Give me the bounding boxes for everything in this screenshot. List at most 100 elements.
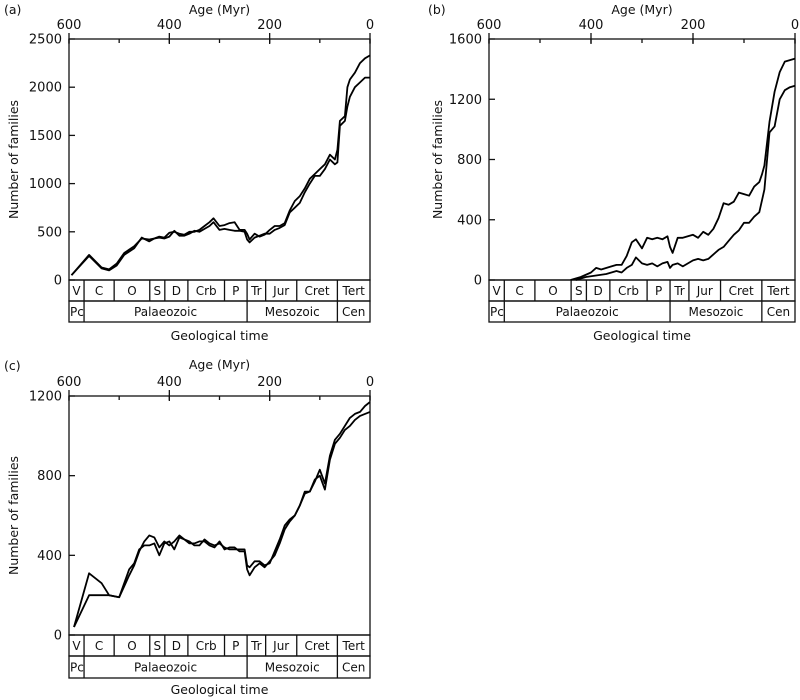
period-label: S [153, 284, 161, 298]
y-tick-label: 1500 [29, 129, 62, 144]
period-label: Jur [696, 284, 713, 298]
era-label: Mesozoic [265, 305, 320, 319]
y-tick-label: 0 [474, 274, 482, 289]
period-label: S [575, 284, 583, 298]
era-label: Pc [490, 305, 504, 319]
period-label: Tert [342, 284, 366, 298]
period-label: D [172, 639, 181, 653]
y-tick-label: 2500 [29, 33, 62, 48]
y-tick-label: 400 [457, 213, 482, 228]
period-label: Tert [766, 284, 790, 298]
x-tick-label: 600 [57, 18, 82, 33]
period-label: Cret [729, 284, 754, 298]
y-tick-label: 500 [37, 225, 62, 240]
x-tick-label: 200 [257, 18, 282, 33]
era-label: Cen [342, 305, 365, 319]
y-tick-label: 0 [54, 274, 62, 289]
period-label: Tr [250, 284, 262, 298]
period-label: C [95, 284, 103, 298]
panel-b: (b) Age (Myr) 600 400 200 0 0 400 800 1200 1600 Num… [428, 2, 799, 343]
x-tick-label: 0 [791, 18, 799, 33]
x-axis-label: Geological time [171, 328, 269, 343]
era-label: Palaeozoic [134, 661, 197, 675]
era-label: Mesozoic [265, 661, 320, 675]
x-tick-label: 600 [57, 375, 82, 390]
era-label: Palaeozoic [134, 305, 197, 319]
top-axis-label: Age (Myr) [189, 2, 250, 17]
series-line-1 [73, 411, 371, 628]
y-tick-label: 400 [37, 549, 62, 564]
top-axis-label: Age (Myr) [611, 2, 672, 17]
series-line-2 [70, 76, 370, 276]
era-band [68, 655, 371, 679]
period-label: C [95, 639, 103, 653]
y-tick-label: 800 [37, 469, 62, 484]
x-axis-label: Geological time [593, 328, 691, 343]
y-tick-label: 1600 [449, 33, 482, 48]
period-label: Crb [196, 284, 217, 298]
plot-frame [68, 38, 371, 281]
era-label: Palaeozoic [556, 305, 619, 319]
period-label: O [127, 639, 136, 653]
period-label: O [127, 284, 136, 298]
x-tick-label: 400 [157, 18, 182, 33]
period-label: D [172, 284, 181, 298]
period-label: Jur [272, 284, 289, 298]
period-label: P [655, 284, 662, 298]
era-label: Mesozoic [688, 305, 743, 319]
period-label: Crb [196, 639, 217, 653]
x-axis-label: Geological time [171, 682, 269, 697]
y-tick-label: 800 [457, 153, 482, 168]
y-tick-label: 0 [54, 629, 62, 644]
y-tick-label: 1000 [29, 177, 62, 192]
period-label: Tert [342, 639, 366, 653]
series-line-1 [70, 54, 371, 276]
x-tick-label: 400 [157, 375, 182, 390]
y-axis-label: Number of families [430, 100, 445, 219]
period-label: Crb [618, 284, 639, 298]
era-label: Cen [342, 661, 365, 675]
era-band [68, 300, 371, 323]
period-label: Cret [305, 639, 330, 653]
period-label: Jur [272, 639, 289, 653]
period-label: V [72, 639, 81, 653]
period-label: P [232, 284, 239, 298]
panel-label: (b) [428, 2, 446, 17]
period-label: V [493, 284, 502, 298]
period-label: Cret [305, 284, 330, 298]
x-tick-label: 0 [366, 375, 374, 390]
x-tick-label: 400 [579, 18, 604, 33]
panel-label: (c) [4, 358, 21, 373]
era-band [488, 300, 796, 323]
period-label: Tr [673, 284, 685, 298]
series-line-1 [570, 57, 796, 281]
plot-frame [488, 38, 796, 281]
period-label: O [548, 284, 557, 298]
x-tick-label: 600 [477, 18, 502, 33]
plot-frame [68, 395, 371, 636]
y-tick-label: 1200 [29, 390, 62, 405]
era-label: Pc [70, 305, 84, 319]
y-axis-label: Number of families [6, 456, 21, 575]
series-line-2 [73, 401, 371, 628]
x-tick-label: 200 [257, 375, 282, 390]
period-label: S [153, 639, 161, 653]
period-label: C [515, 284, 523, 298]
period-label: Tr [250, 639, 262, 653]
x-tick-label: 200 [681, 18, 706, 33]
period-label: V [72, 284, 81, 298]
top-axis-label: Age (Myr) [189, 357, 250, 372]
period-label: P [232, 639, 239, 653]
panel-a: (a) Age (Myr)600 400 200 0050010001500200025… [4, 2, 374, 343]
y-tick-label: 1200 [449, 93, 482, 108]
panel-label: (a) [4, 2, 21, 17]
period-label: D [594, 284, 603, 298]
y-tick-label: 2000 [29, 81, 62, 96]
x-tick-label: 0 [366, 18, 374, 33]
panel-c: (c) Age (Myr) 600 400 200 0 0 400 800 1200 Number … [4, 357, 374, 697]
era-label: Cen [767, 305, 790, 319]
y-axis-label: Number of families [6, 100, 21, 219]
series-line-2 [575, 84, 796, 281]
era-label: Pc [70, 661, 84, 675]
